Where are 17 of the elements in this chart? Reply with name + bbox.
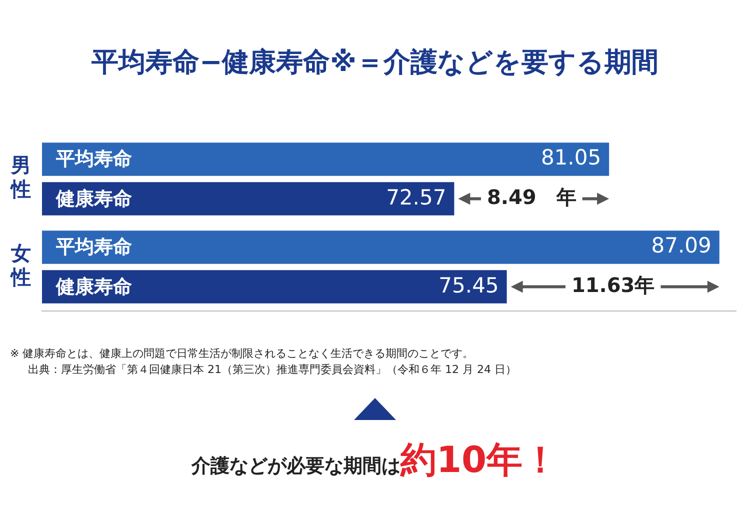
text: 平均寿命 — [56, 236, 132, 258]
annotation: 11.63年 — [571, 273, 655, 298]
data-label: 87.09 — [651, 234, 712, 258]
data-label: 72.57 — [386, 185, 446, 210]
series-label: 健康寿命 — [56, 188, 132, 210]
text: 介護などが必要な期間は — [191, 455, 400, 477]
y-tick-label: 女性 — [9, 241, 31, 290]
data-label: 75.45 — [438, 273, 499, 298]
text: 約10年！ — [400, 440, 559, 481]
chart-title: 平均寿命−健康寿命※＝介護などを要する期間 — [90, 46, 660, 80]
annotation: 8.49 年 — [486, 185, 576, 210]
series-label: 平均寿命 — [56, 148, 132, 170]
y-tick-label: 男性 — [9, 153, 31, 202]
text: 健康寿命 — [56, 276, 132, 298]
source-note: 出典：厚生労働省「第４回健康日本 21（第三次）推進専門委員会資料」（令和６年 12 月 24 日） — [27, 362, 516, 378]
text: ※ 健康寿命とは、健康上の問題で日常生活が制限されることなく生活できる期間のことです。 — [10, 346, 475, 362]
data-label: 81.05 — [540, 146, 602, 170]
